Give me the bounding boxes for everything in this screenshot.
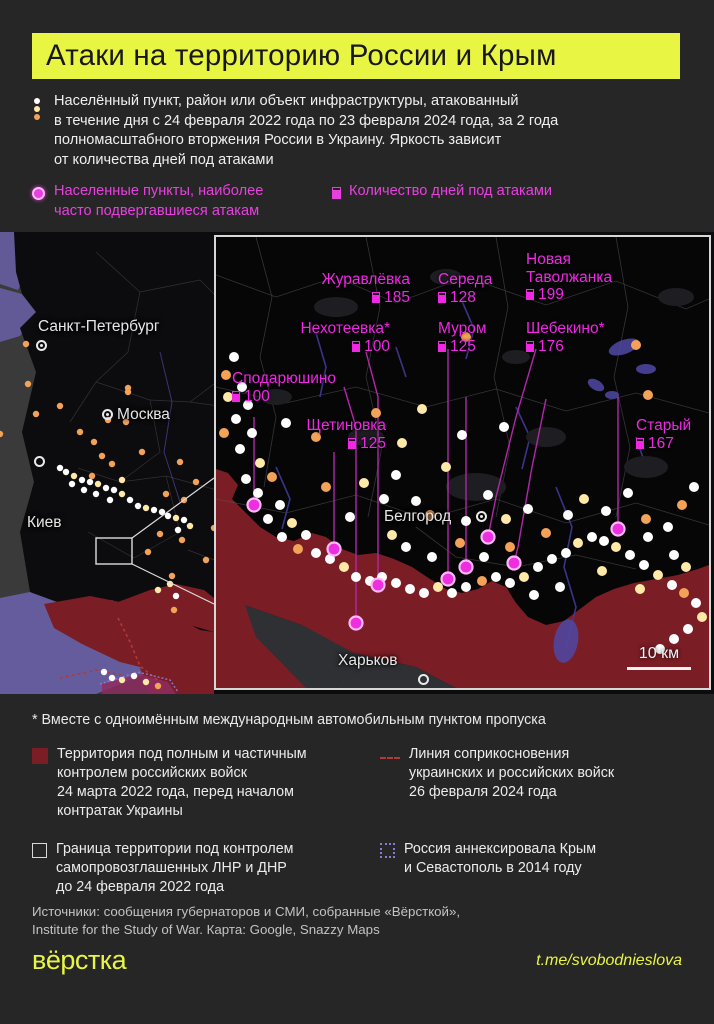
place-days-shebekino: 176 <box>538 337 564 355</box>
place-days-stary: 167 <box>648 434 674 452</box>
legend-russian-control-line-4: контратак Украины <box>57 803 183 819</box>
legend-crimea-line-1: Россия аннексировала Крым <box>404 841 597 857</box>
map-scale-bar: 10 км <box>627 645 691 670</box>
page-title: Атаки на территорию России и Крым <box>32 33 680 79</box>
legend-item-contact-line: Линия соприкосновения украинских и росси… <box>380 745 692 821</box>
page-title-text: Атаки на территорию России и Крым <box>46 39 557 72</box>
legend-desc-line-1: Населённый пункт, район или объект инфра… <box>54 93 519 109</box>
legend-contact-line-1: Линия соприкосновения <box>409 746 570 762</box>
footnote-asterisk: * Вместе с одноимённым международным авт… <box>32 712 546 728</box>
detail-map-graphic <box>216 237 709 688</box>
place-name-murom: Муром <box>438 320 487 337</box>
place-name-spodaryushino: Сподарюшино <box>232 370 337 387</box>
legend-days-count: Количество дней под атаками <box>332 182 552 221</box>
legend-item-lnr-dnr-border: Граница территории под контролем самопро… <box>32 840 380 897</box>
place-name-sereda: Середа <box>438 271 493 288</box>
legend-days-count-label: Количество дней под атаками <box>349 183 553 199</box>
city-marker-kyiv <box>34 456 45 467</box>
place-days-nekhoteevka: 100 <box>364 337 390 355</box>
place-label-spodaryushino: Сподарюшино 100 <box>232 370 336 405</box>
legend-russian-control-line-2: контролем российских войск <box>57 765 247 781</box>
city-label-kyiv: Киев <box>27 514 62 531</box>
purple-dotted-box-icon <box>380 843 395 858</box>
legend-most-attacked-line-2: часто подвергавшиеся атакам <box>54 202 260 219</box>
detail-map-inset[interactable]: Журавлёвка 185 Нехотеевка* 100 Сподарюши… <box>214 235 711 690</box>
place-label-murom: Муром 125 <box>438 320 487 355</box>
place-name-stary: Старый <box>636 417 692 434</box>
place-name-shebekino: Шебекино* <box>526 320 605 337</box>
place-days-spodaryushino: 100 <box>244 387 270 405</box>
calendar-icon <box>332 187 341 199</box>
legend-lnr-dnr-line-1: Граница территории под контролем <box>56 841 294 857</box>
bottom-legend: Территория под полным и частичным контро… <box>32 745 692 897</box>
legend-contact-line-2: украинских и российских войск <box>409 765 615 781</box>
legend-description: Населённый пункт, район или объект инфра… <box>32 92 692 170</box>
city-marker-moscow <box>102 409 113 420</box>
legend-desc-line-4: от количества дней под атаками <box>54 151 274 168</box>
calendar-icon <box>372 291 381 303</box>
legend-most-attacked: Населенные пункты, наиболее часто подвер… <box>32 182 332 221</box>
place-days-murom: 125 <box>450 337 476 355</box>
city-label-saint-petersburg: Санкт-Петербург <box>38 318 160 335</box>
calendar-icon <box>526 289 534 301</box>
legend-item-crimea-annexation: Россия аннексировала Крым и Севастополь … <box>380 840 692 897</box>
calendar-icon <box>438 340 446 352</box>
legend-lnr-dnr-line-2: самопровозглашенных ЛНР и ДНР <box>56 860 287 876</box>
sources-line-1: Источники: сообщения губернаторов и СМИ,… <box>32 904 461 919</box>
calendar-icon <box>232 390 240 402</box>
legend-lnr-dnr-line-3: до 24 февраля 2022 года <box>56 879 225 895</box>
place-days-sereda: 128 <box>450 288 476 306</box>
place-name-novaya-tavolzhanka: Новая Таволжанка <box>526 251 613 286</box>
city-marker-kharkiv <box>418 674 429 685</box>
legend-item-russian-control: Территория под полным и частичным контро… <box>32 745 380 821</box>
calendar-icon <box>438 291 446 303</box>
attack-dot-scale-icon <box>32 92 54 122</box>
calendar-icon <box>526 340 534 352</box>
legend-magenta-row: Населенные пункты, наиболее часто подвер… <box>32 182 692 221</box>
legend-desc-line-2: в течение дня с 24 февраля 2022 года по … <box>54 112 559 129</box>
dark-red-swatch-icon <box>32 748 48 764</box>
place-label-sereda: Середа 128 <box>438 271 492 306</box>
sources-note: Источники: сообщения губернаторов и СМИ,… <box>32 903 460 938</box>
city-label-kharkiv: Харьков <box>338 652 398 669</box>
city-label-moscow: Москва <box>117 406 170 423</box>
map-scale-line <box>627 667 691 670</box>
place-name-nekhoteevka: Нехотеевка* <box>300 320 390 337</box>
city-marker-saint-petersburg <box>36 340 47 351</box>
place-name-shchetinovka: Щетиновка <box>306 417 386 434</box>
calendar-icon <box>348 437 357 449</box>
magenta-dot-icon <box>32 187 45 200</box>
place-label-stary: Старый 167 <box>636 417 691 452</box>
legend-russian-control-line-3: 24 марта 2022 года, перед началом <box>57 784 294 800</box>
calendar-icon <box>636 437 644 449</box>
white-outline-box-icon <box>32 843 47 858</box>
place-label-shebekino: Шебекино* 176 <box>526 320 605 355</box>
legend-russian-control-line-1: Территория под полным и частичным <box>57 746 307 762</box>
place-label-nekhoteevka: Нехотеевка* 100 <box>268 320 390 355</box>
calendar-icon <box>352 340 361 352</box>
place-label-zhuravlevka: Журавлёвка 185 <box>276 271 410 306</box>
map-container[interactable]: Санкт-Петербург Москва Киев <box>0 232 714 694</box>
place-label-novaya-tavolzhanka: Новая Таволжанка 199 <box>526 251 646 304</box>
city-label-belgorod: Белгород <box>384 508 452 525</box>
legend-crimea-line-2: и Севастополь в 2014 году <box>404 860 582 876</box>
place-name-zhuravlevka: Журавлёвка <box>321 271 410 288</box>
place-label-shchetinovka: Щетиновка 125 <box>270 417 386 452</box>
legend-desc-line-3: полномасштабного вторжения России в Укра… <box>54 132 502 148</box>
brand-logo: вёрстка <box>32 945 127 975</box>
map-scale-label: 10 км <box>638 645 680 662</box>
dashed-red-line-icon <box>380 753 400 765</box>
legend-most-attacked-line-1: Населенные пункты, наиболее <box>54 183 264 199</box>
telegram-link[interactable]: t.me/svobodnieslova <box>536 952 682 969</box>
place-days-novaya-tavolzhanka: 199 <box>538 286 564 303</box>
legend-contact-line-3: 26 февраля 2024 года <box>409 784 557 800</box>
sources-line-2: Institute for the Study of War. Карта: G… <box>32 921 380 937</box>
city-marker-belgorod <box>476 511 487 522</box>
place-days-zhuravlevka: 185 <box>384 288 410 306</box>
place-days-shchetinovka: 125 <box>360 434 386 452</box>
